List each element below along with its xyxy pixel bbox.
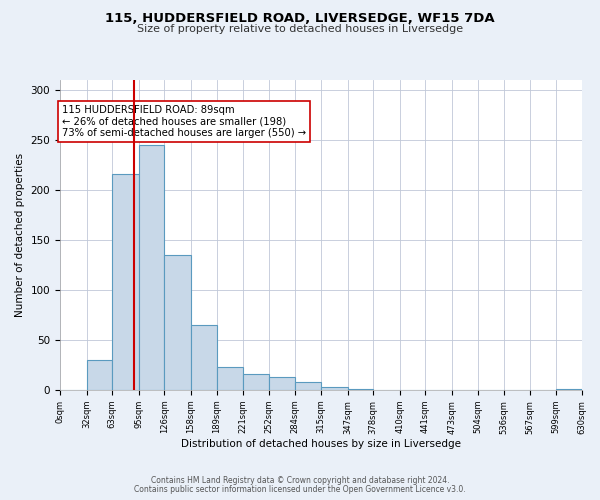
Bar bbox=[556, 389, 582, 390]
X-axis label: Distribution of detached houses by size in Liversedge: Distribution of detached houses by size … bbox=[181, 440, 461, 450]
Text: Contains public sector information licensed under the Open Government Licence v3: Contains public sector information licen… bbox=[134, 485, 466, 494]
Bar bbox=[86, 360, 112, 390]
Text: Contains HM Land Registry data © Crown copyright and database right 2024.: Contains HM Land Registry data © Crown c… bbox=[151, 476, 449, 485]
Text: Size of property relative to detached houses in Liversedge: Size of property relative to detached ho… bbox=[137, 24, 463, 34]
Text: 115, HUDDERSFIELD ROAD, LIVERSEDGE, WF15 7DA: 115, HUDDERSFIELD ROAD, LIVERSEDGE, WF15… bbox=[105, 12, 495, 26]
Bar bbox=[191, 325, 217, 390]
Text: 115 HUDDERSFIELD ROAD: 89sqm
← 26% of detached houses are smaller (198)
73% of s: 115 HUDDERSFIELD ROAD: 89sqm ← 26% of de… bbox=[62, 105, 306, 138]
Y-axis label: Number of detached properties: Number of detached properties bbox=[15, 153, 25, 317]
Bar bbox=[139, 145, 164, 390]
Bar bbox=[112, 174, 139, 390]
Bar bbox=[269, 377, 295, 390]
Bar bbox=[347, 389, 373, 390]
Bar bbox=[243, 374, 269, 390]
Bar bbox=[321, 387, 347, 390]
Bar bbox=[295, 382, 321, 390]
Bar bbox=[217, 367, 243, 390]
Bar bbox=[164, 255, 191, 390]
